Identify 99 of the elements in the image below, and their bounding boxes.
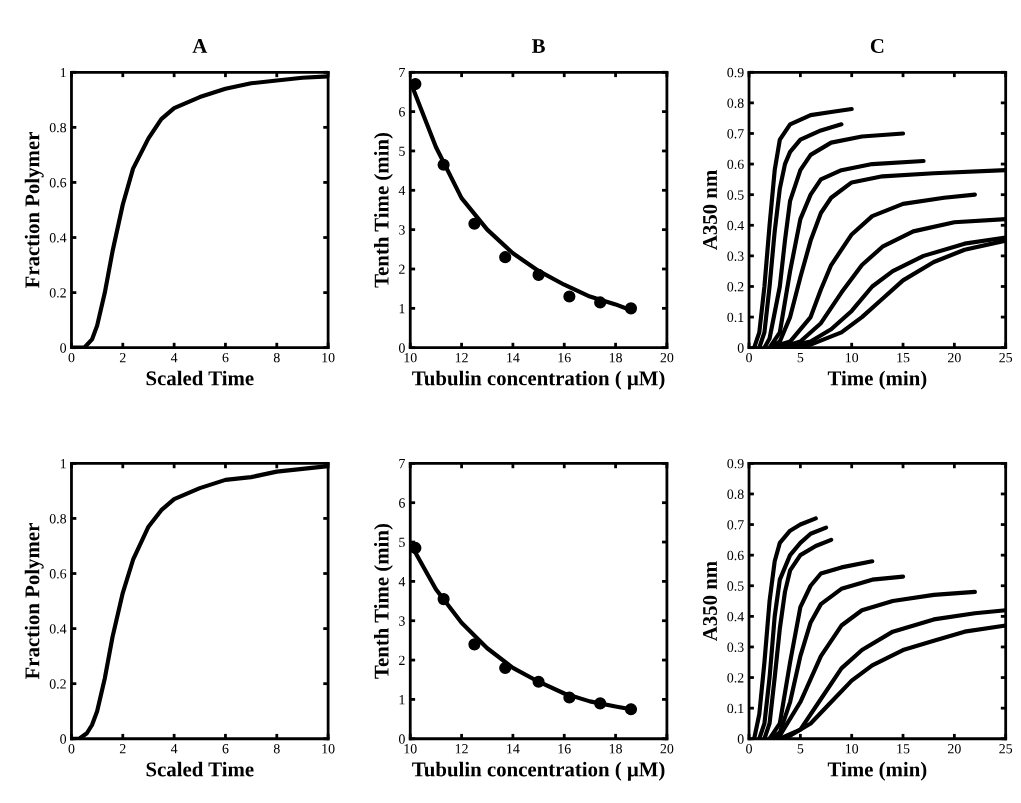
- x-tick-label: 14: [507, 744, 520, 754]
- y-tick-label: 0.7: [727, 129, 744, 139]
- x-tick-label: 14: [507, 353, 520, 363]
- x-tick-label: 12: [455, 352, 468, 363]
- x-tick-label: 0: [68, 352, 75, 363]
- x-tick-label: 16: [558, 352, 571, 363]
- x-tick-label: 5: [797, 744, 804, 754]
- y-tick-label: 0.8: [49, 122, 67, 133]
- y-tick-label: 0.8: [49, 514, 67, 524]
- x-axis-title: Scaled Time: [146, 761, 254, 777]
- x-tick-label: 10: [845, 352, 859, 363]
- x-tick-label: 15: [897, 744, 910, 754]
- x-tick-label: 8: [273, 352, 280, 363]
- y-tick-label: 1: [60, 67, 66, 78]
- y-tick-label: 5: [399, 537, 405, 547]
- x-axis-title: Scaled Time: [146, 370, 254, 386]
- y-tick-label: 7: [399, 459, 405, 469]
- x-axis-title: Tubulin concentration ( μM): [412, 761, 665, 781]
- y-tick-label: 0.2: [727, 282, 744, 292]
- x-tick-label: 20: [948, 744, 961, 754]
- x-tick-label: 0: [746, 744, 752, 754]
- y-tick-label: 0: [60, 343, 67, 353]
- x-axis-title: Time (min): [827, 761, 927, 781]
- y-tick-label: 0.6: [727, 550, 744, 561]
- x-tick-label: 0: [68, 744, 75, 754]
- chart-title: B: [531, 39, 545, 53]
- x-tick-label: 8: [273, 744, 280, 754]
- x-tick-label: 6: [222, 744, 229, 754]
- x-tick-label: 18: [609, 744, 622, 754]
- y-tick-label: 0.5: [727, 190, 744, 200]
- y-tick-label: 2: [399, 655, 405, 665]
- x-tick-label: 5: [797, 353, 804, 363]
- y-tick-label: 0: [737, 343, 744, 353]
- x-tick-label: 20: [660, 352, 674, 363]
- y-tick-label: 0.6: [727, 159, 744, 170]
- x-tick-label: 20: [948, 352, 961, 363]
- y-axis-title: A350 nm: [702, 170, 718, 250]
- y-axis-title: Tenth Time (min): [374, 132, 393, 288]
- x-tick-label: 10: [404, 744, 417, 754]
- x-tick-label: 10: [404, 352, 417, 363]
- y-tick-label: 0.4: [727, 220, 744, 231]
- y-tick-label: 0.9: [727, 67, 744, 78]
- y-tick-label: 1: [399, 695, 405, 705]
- y-tick-label: 0.1: [727, 703, 744, 714]
- y-tick-label: 0.4: [49, 233, 67, 243]
- x-tick-label: 15: [897, 353, 910, 363]
- y-tick-label: 0: [398, 734, 405, 744]
- y-tick-label: 6: [399, 107, 405, 117]
- y-tick-label: 0.2: [49, 288, 66, 298]
- y-tick-label: 0.8: [727, 98, 744, 108]
- x-tick-label: 12: [455, 744, 468, 754]
- x-tick-label: 10: [322, 744, 335, 754]
- y-tick-label: 0.7: [727, 520, 744, 530]
- y-tick-label: 0.1: [727, 312, 744, 323]
- y-tick-label: 2: [399, 264, 405, 274]
- y-tick-label: 6: [399, 498, 405, 508]
- chart-title: A: [192, 39, 208, 53]
- x-tick-label: 0: [746, 352, 752, 363]
- x-tick-label: 25: [999, 744, 1013, 754]
- x-tick-label: 2: [119, 744, 126, 754]
- y-tick-label: 1: [60, 459, 66, 469]
- y-tick-label: 0: [737, 734, 744, 744]
- y-tick-label: 0: [60, 734, 67, 744]
- y-tick-label: 0.3: [727, 642, 744, 652]
- y-axis-title: A350 nm: [702, 561, 718, 642]
- y-tick-label: 0.4: [727, 611, 744, 622]
- y-axis-title: Fraction Polymer: [24, 523, 44, 680]
- x-axis-title: Time (min): [827, 370, 927, 390]
- y-tick-label: 5: [399, 146, 405, 156]
- y-tick-label: 4: [398, 577, 406, 587]
- y-tick-label: 0.3: [727, 251, 744, 261]
- y-tick-label: 7: [399, 67, 405, 78]
- x-tick-label: 16: [558, 744, 571, 754]
- y-tick-label: 0.2: [727, 673, 744, 683]
- y-axis-title: Tenth Time (min): [374, 524, 393, 679]
- y-tick-label: 3: [399, 616, 405, 626]
- x-tick-label: 10: [845, 744, 859, 754]
- x-tick-label: 20: [660, 744, 674, 754]
- y-tick-label: 0: [398, 343, 405, 353]
- x-tick-label: 4: [170, 353, 178, 363]
- y-tick-label: 3: [399, 225, 405, 235]
- y-tick-label: 1: [399, 303, 405, 314]
- x-axis-title: Tubulin concentration ( μM): [412, 370, 665, 390]
- y-tick-label: 0.6: [49, 178, 67, 188]
- y-tick-label: 0.5: [727, 581, 744, 591]
- x-tick-label: 4: [170, 744, 178, 754]
- y-tick-label: 0.2: [49, 679, 66, 689]
- x-tick-label: 6: [222, 352, 229, 363]
- chart-title: C: [870, 39, 884, 54]
- y-tick-label: 0.9: [727, 458, 744, 469]
- y-axis-title: Fraction Polymer: [24, 132, 44, 288]
- y-tick-label: 4: [398, 185, 406, 196]
- x-tick-label: 10: [322, 352, 335, 363]
- y-tick-label: 0.4: [49, 624, 67, 634]
- x-tick-label: 2: [119, 352, 126, 363]
- y-tick-label: 0.8: [727, 489, 744, 499]
- x-tick-label: 18: [609, 352, 622, 363]
- y-tick-label: 0.6: [49, 569, 67, 579]
- x-tick-label: 25: [999, 352, 1013, 363]
